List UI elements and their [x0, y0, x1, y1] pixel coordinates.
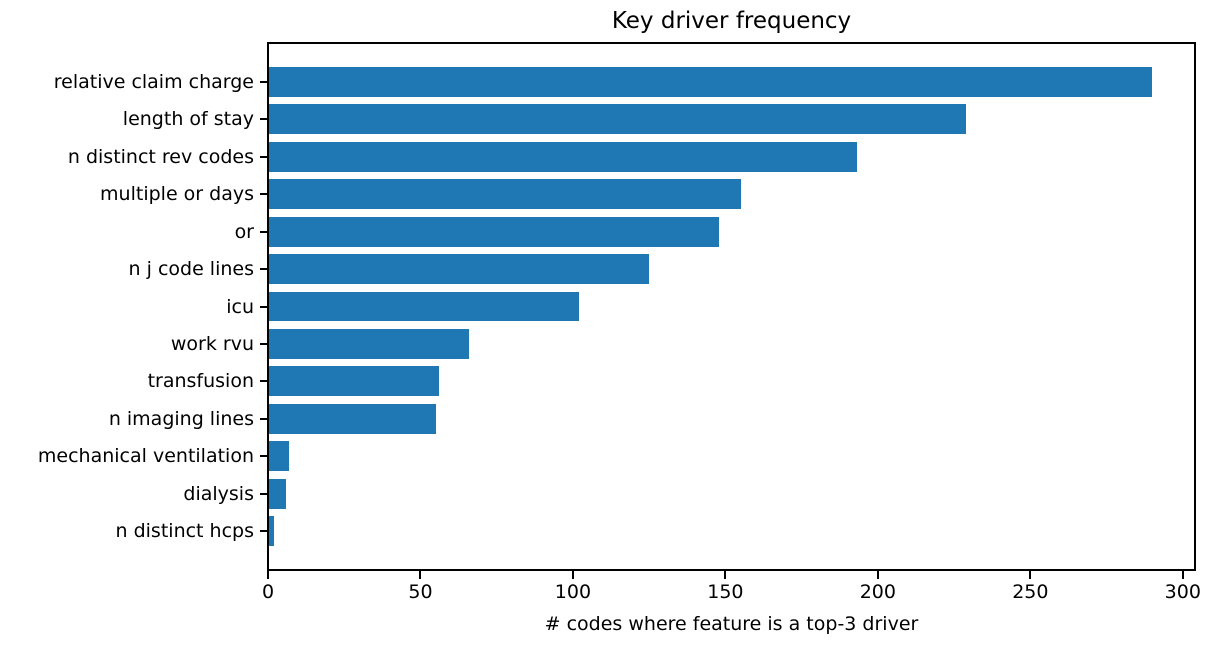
y-tick-label-mechanical-ventilation: mechanical ventilation: [37, 445, 254, 468]
x-tick-mark: [1029, 571, 1032, 579]
x-tick-label-100: 100: [554, 581, 592, 603]
x-tick-label-250: 250: [1012, 581, 1049, 603]
x-tick-mark: [1181, 571, 1184, 579]
y-tick-label-n-distinct-rev-codes: n distinct rev codes: [67, 145, 254, 168]
y-tick-label-length-of-stay: length of stay: [122, 108, 254, 131]
y-tick-mark: [260, 492, 268, 495]
y-tick-label-n-distinct-hcps: n distinct hcps: [115, 520, 254, 543]
y-tick-label-dialysis: dialysis: [183, 482, 254, 505]
bar-n-distinct-rev-codes: [268, 141, 857, 172]
y-tick-mark: [260, 342, 268, 345]
bar-multiple-or-days: [268, 179, 741, 210]
x-tick-label-150: 150: [707, 581, 744, 603]
x-tick-mark: [267, 571, 269, 579]
bar-or: [268, 216, 720, 247]
y-tick-label-multiple-or-days: multiple or days: [100, 183, 254, 206]
y-tick-mark: [260, 380, 268, 383]
y-tick-mark: [260, 118, 268, 121]
y-tick-mark: [260, 80, 268, 83]
plot-area: [268, 43, 1195, 570]
y-tick-mark: [260, 455, 268, 458]
y-tick-mark: [260, 417, 268, 420]
bar-mechanical-ventilation: [268, 441, 290, 472]
y-tick-mark: [260, 530, 268, 533]
chart-title: Key driver frequency: [611, 8, 852, 34]
y-tick-mark: [260, 193, 268, 196]
plot-spine-left: [267, 42, 269, 571]
x-tick-mark: [724, 571, 727, 579]
bar-work-rvu: [268, 328, 470, 359]
y-tick-label-or: or: [234, 220, 254, 243]
y-tick-label-n-j-code-lines: n j code lines: [128, 258, 254, 281]
bar-relative-claim-charge: [268, 66, 1153, 97]
x-tick-mark: [876, 571, 879, 579]
plot-spine-right: [1194, 42, 1196, 571]
y-tick-mark: [260, 305, 268, 308]
y-tick-mark: [260, 230, 268, 233]
y-tick-mark: [260, 268, 268, 271]
y-axis-labels: relative claim charge length of stay n dis…: [0, 43, 256, 570]
y-tick-label-icu: icu: [226, 295, 254, 318]
bar-length-of-stay: [268, 104, 967, 135]
bar-dialysis: [268, 478, 287, 509]
plot-spine-bottom: [267, 569, 1196, 571]
x-tick-label-300: 300: [1164, 581, 1201, 603]
y-tick-label-work-rvu: work rvu: [170, 332, 254, 355]
bar-icu: [268, 291, 580, 322]
x-tick-mark: [571, 571, 574, 579]
y-tick-label-transfusion: transfusion: [147, 370, 254, 393]
bar-n-distinct-hcps: [268, 516, 275, 547]
x-tick-label-200: 200: [859, 581, 896, 603]
x-axis-label: # codes where feature is a top-3 driver: [544, 613, 919, 635]
x-tick-mark: [419, 571, 422, 579]
x-tick-label-0: 0: [261, 581, 275, 603]
y-tick-mark: [260, 155, 268, 158]
bar-n-imaging-lines: [268, 403, 436, 434]
bar-transfusion: [268, 366, 439, 397]
x-tick-label-50: 50: [408, 581, 433, 603]
plot-spine-top: [267, 42, 1196, 44]
y-tick-label-n-imaging-lines: n imaging lines: [108, 407, 254, 430]
bar-n-j-code-lines: [268, 254, 650, 285]
y-tick-label-relative-claim-charge: relative claim charge: [53, 70, 254, 93]
